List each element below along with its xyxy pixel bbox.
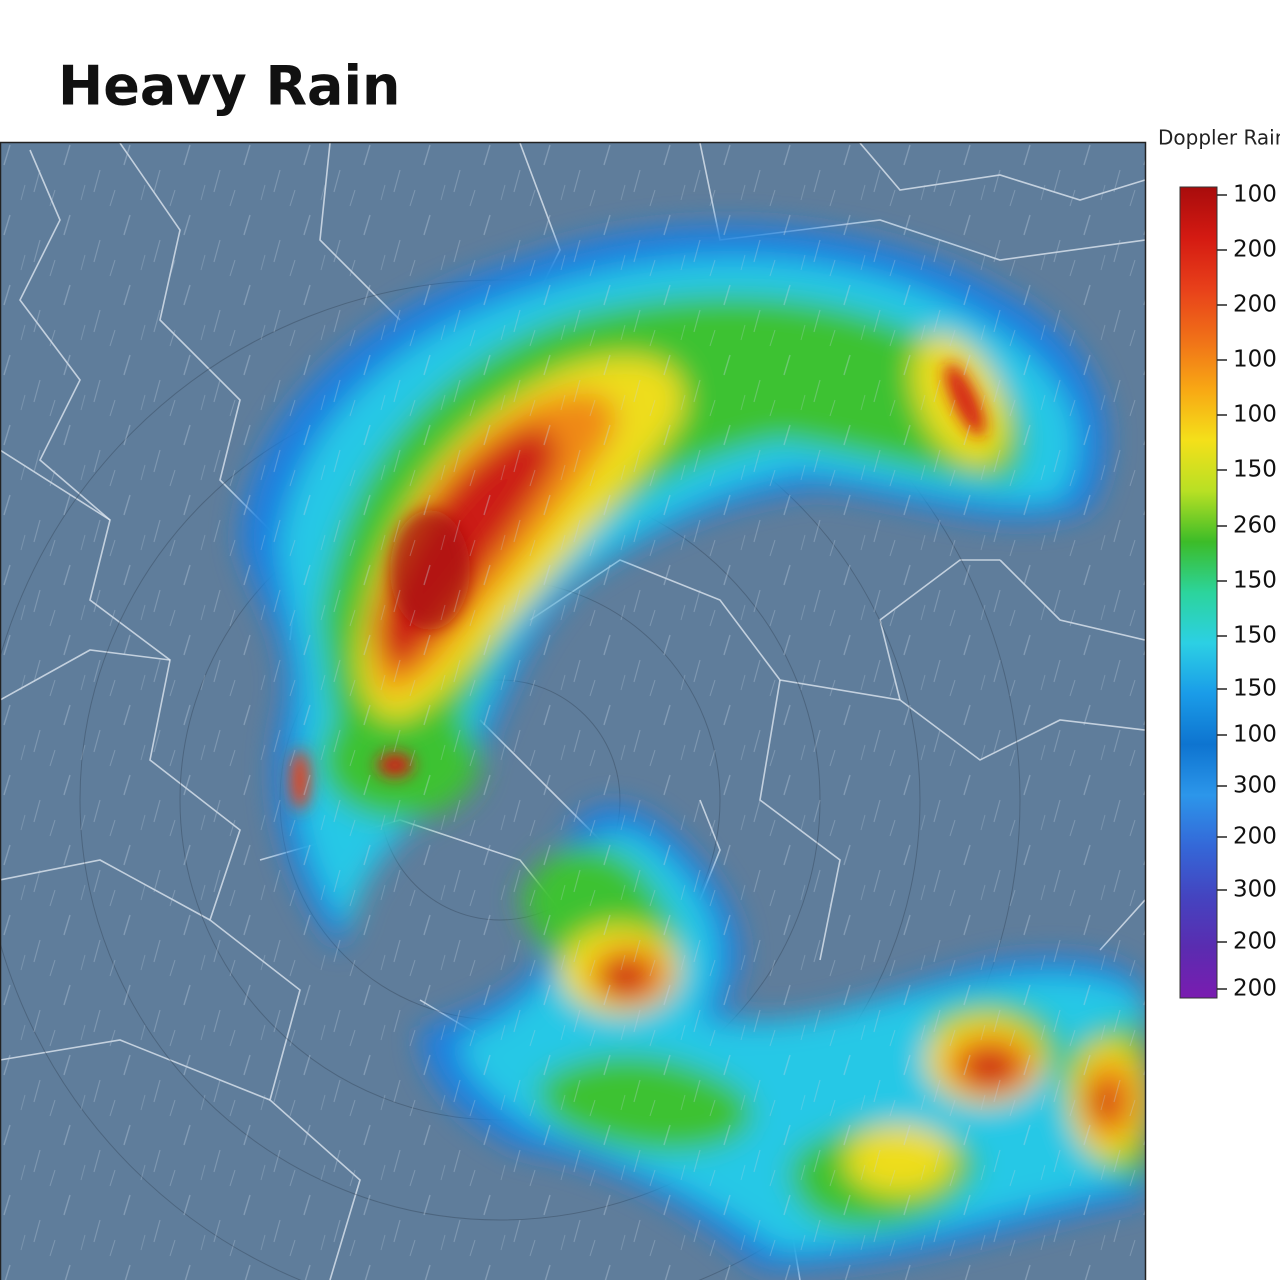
legend-label: 200 xyxy=(1233,976,1277,1002)
legend-label: 150 xyxy=(1233,676,1277,702)
legend-label: 100 xyxy=(1233,347,1277,373)
legend-label: 150 xyxy=(1233,568,1277,594)
map xyxy=(0,143,1145,1280)
legend-label: 300 xyxy=(1233,877,1277,903)
legend-labels: 100 200 200 100 100 150 260 150 150 150 100 300 200 3… xyxy=(1217,182,1277,1002)
legend-label: 200 xyxy=(1233,824,1277,850)
legend-label: 100 xyxy=(1233,722,1277,748)
color-bar xyxy=(1179,186,1218,999)
legend-label: 150 xyxy=(1233,623,1277,649)
legend-label: 150 xyxy=(1233,457,1277,483)
rain-streaks xyxy=(0,143,1145,1280)
legend-label: 260 xyxy=(1233,513,1277,539)
legend-label: 100 xyxy=(1233,182,1277,208)
legend-label: 200 xyxy=(1233,929,1277,955)
title: Heavy Rain xyxy=(58,55,400,118)
legend-label: 100 xyxy=(1233,402,1277,428)
legend-label: 200 xyxy=(1233,237,1277,263)
legend-title: Doppler Rain xyxy=(1158,126,1280,150)
legend-label: 300 xyxy=(1233,773,1277,799)
map-frame xyxy=(0,141,1147,1280)
legend-label: 200 xyxy=(1233,292,1277,318)
